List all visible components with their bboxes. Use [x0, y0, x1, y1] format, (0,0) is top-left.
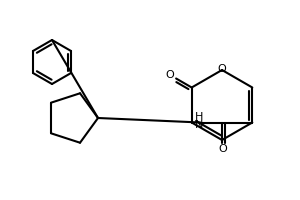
Text: O: O [218, 64, 226, 74]
Text: O: O [218, 145, 227, 155]
Text: H: H [195, 112, 203, 122]
Text: O: O [166, 70, 174, 80]
Text: N: N [195, 120, 203, 130]
